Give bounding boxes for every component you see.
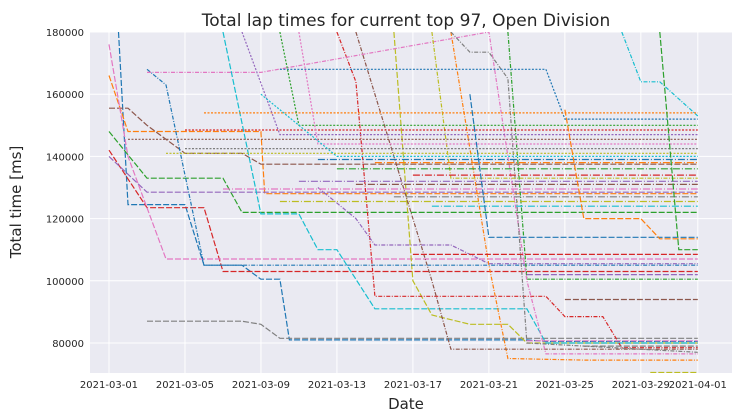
y-tick-label: 160000	[46, 90, 84, 101]
series-line-14	[336, 32, 698, 349]
series-line-42	[564, 109, 698, 240]
plot-background	[90, 32, 732, 373]
x-tick-label: 2021-03-29	[612, 380, 670, 391]
series-line-5	[108, 155, 698, 193]
x-tick-label: 2021-03-13	[308, 380, 366, 391]
y-tick-label: 180000	[46, 28, 84, 39]
series-line-7	[108, 44, 698, 260]
series-line-27	[298, 32, 698, 145]
x-tick-label: 2021-03-17	[384, 380, 442, 391]
series-line-30	[260, 93, 698, 157]
series-line-1	[117, 32, 698, 342]
x-tick-label: 2021-03-21	[460, 380, 518, 391]
series-line-4	[108, 149, 698, 273]
chart-title: Total lap times for current top 97, Open…	[201, 11, 610, 31]
y-tick-label: 120000	[46, 215, 84, 226]
x-tick-label: 2021-03-09	[232, 380, 290, 391]
series-line-8	[147, 320, 698, 339]
series-line-20	[621, 32, 699, 117]
y-tick-labels: 80000 100000 120000 140000 160000 180000	[46, 28, 84, 350]
series-line-2	[108, 75, 698, 195]
x-tick-label: 2021-04-01	[669, 380, 727, 391]
x-tick-label: 2021-03-25	[536, 380, 594, 391]
series-group	[108, 32, 699, 373]
series-line-41	[469, 94, 698, 238]
x-axis-label: Date	[388, 395, 424, 411]
y-axis-label: Total time [ms]	[7, 146, 25, 260]
series-line-19	[431, 32, 698, 179]
y-tick-label: 100000	[46, 277, 84, 288]
series-line-12	[450, 32, 698, 361]
x-tick-labels: 2021-03-01 2021-03-05 2021-03-09 2021-03-13…	[80, 380, 727, 391]
series-line-25	[241, 32, 698, 136]
y-tick-label: 80000	[52, 339, 84, 350]
y-tick-label: 140000	[46, 152, 84, 163]
series-line-43	[659, 32, 698, 251]
series-line-21	[279, 68, 698, 120]
series-line-13	[507, 32, 698, 280]
x-tick-label: 2021-03-05	[156, 380, 214, 391]
series-line-3	[108, 131, 698, 213]
series-line-17	[147, 32, 698, 355]
x-tick-label: 2021-03-01	[80, 380, 138, 391]
